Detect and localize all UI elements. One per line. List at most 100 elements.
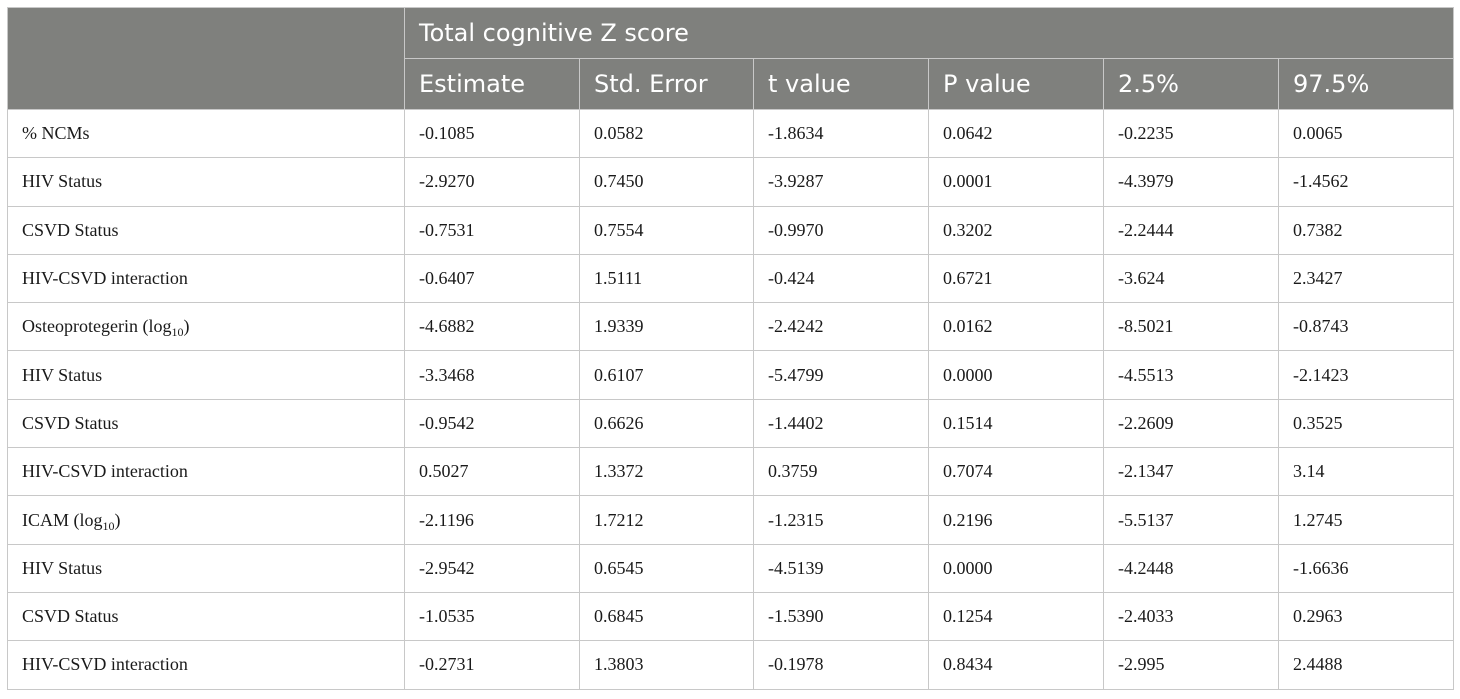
cell-p-value: 0.6721 bbox=[928, 253, 1104, 304]
column-header-t-value: t value bbox=[753, 58, 929, 110]
cell-t-value: -0.1978 bbox=[753, 640, 929, 690]
cell-estimate: -4.6882 bbox=[404, 302, 580, 352]
row-label: % NCMs bbox=[22, 123, 90, 144]
cell-t-value: 0.3759 bbox=[753, 447, 929, 497]
row-label: CSVD Status bbox=[22, 606, 119, 627]
table-row: CSVD Status -0.7531 0.7554 -0.9970 0.3202 -2.… bbox=[7, 205, 1454, 255]
cell-ci-upper: 0.7382 bbox=[1278, 205, 1454, 255]
cell-t-value: -5.4799 bbox=[753, 350, 929, 400]
cell-estimate: -2.9270 bbox=[404, 157, 580, 207]
results-table-container: Total cognitive Z score Estimate Std. Er… bbox=[7, 7, 1454, 690]
cell-p-value: 0.0642 bbox=[928, 108, 1104, 159]
table-row: ICAM (log10) -2.1196 1.7212 -1.2315 0.2196 -5… bbox=[7, 495, 1454, 545]
cell-estimate: -0.9542 bbox=[404, 398, 580, 449]
header-columns-row: Estimate Std. Error t value P value 2.5%… bbox=[8, 58, 1454, 110]
cell-std-error: 1.5111 bbox=[579, 253, 754, 304]
table-row: HIV-CSVD interaction 0.5027 1.3372 0.3759 0.… bbox=[7, 447, 1454, 497]
header-corner-cell bbox=[7, 7, 405, 110]
cell-ci-lower: -4.2448 bbox=[1103, 543, 1279, 593]
cell-ci-lower: -2.995 bbox=[1103, 640, 1279, 690]
cell-t-value: -2.4242 bbox=[753, 302, 929, 352]
row-label-suffix: ) bbox=[114, 509, 121, 530]
cell-t-value: -1.2315 bbox=[753, 495, 929, 545]
cell-ci-lower: -4.3979 bbox=[1103, 157, 1279, 207]
table-body: % NCMs -0.1085 0.0582 -1.8634 0.0642 -0.2235 0… bbox=[7, 108, 1454, 690]
cell-ci-lower: -2.4033 bbox=[1103, 591, 1279, 642]
cell-p-value: 0.0001 bbox=[928, 157, 1104, 207]
row-label-cell: Osteoprotegerin (log10) bbox=[7, 302, 405, 352]
cell-estimate: -1.0535 bbox=[404, 591, 580, 642]
cell-std-error: 1.3803 bbox=[579, 640, 754, 690]
cell-ci-upper: 1.2745 bbox=[1278, 495, 1454, 545]
row-label-cell: HIV Status bbox=[7, 350, 405, 400]
table-row: HIV Status -2.9542 0.6545 -4.5139 0.0000 -4.2… bbox=[7, 543, 1454, 593]
table-row: CSVD Status -0.9542 0.6626 -1.4402 0.1514 -2.… bbox=[7, 398, 1454, 449]
cell-ci-lower: -3.624 bbox=[1103, 253, 1279, 304]
row-label: ICAM (log bbox=[22, 509, 103, 530]
cell-ci-upper: -1.6636 bbox=[1278, 543, 1454, 593]
table-header: Total cognitive Z score Estimate Std. Er… bbox=[7, 7, 1454, 110]
cell-std-error: 1.7212 bbox=[579, 495, 754, 545]
row-label-cell: CSVD Status bbox=[7, 398, 405, 449]
cell-std-error: 0.6845 bbox=[579, 591, 754, 642]
cell-ci-upper: 0.3525 bbox=[1278, 398, 1454, 449]
row-label: HIV-CSVD interaction bbox=[22, 461, 188, 482]
row-label: HIV Status bbox=[22, 364, 103, 385]
cell-t-value: -0.9970 bbox=[753, 205, 929, 255]
column-header-ci-lower: 2.5% bbox=[1103, 58, 1279, 110]
row-label: CSVD Status bbox=[22, 219, 119, 240]
row-label: Osteoprotegerin (log bbox=[22, 316, 172, 337]
table-row: HIV-CSVD interaction -0.2731 1.3803 -0.1978… bbox=[7, 640, 1454, 690]
cell-std-error: 1.9339 bbox=[579, 302, 754, 352]
cell-std-error: 0.6626 bbox=[579, 398, 754, 449]
cell-p-value: 0.7074 bbox=[928, 447, 1104, 497]
table-row: HIV-CSVD interaction -0.6407 1.5111 -0.424 0… bbox=[7, 253, 1454, 304]
cell-std-error: 1.3372 bbox=[579, 447, 754, 497]
cell-t-value: -0.424 bbox=[753, 253, 929, 304]
row-label: CSVD Status bbox=[22, 412, 119, 433]
column-header-ci-upper: 97.5% bbox=[1278, 58, 1454, 110]
cell-p-value: 0.3202 bbox=[928, 205, 1104, 255]
row-label-cell: HIV-CSVD interaction bbox=[7, 253, 405, 304]
row-label: HIV-CSVD interaction bbox=[22, 268, 188, 289]
cell-estimate: 0.5027 bbox=[404, 447, 580, 497]
cell-ci-upper: 0.2963 bbox=[1278, 591, 1454, 642]
row-label-cell: CSVD Status bbox=[7, 591, 405, 642]
cell-t-value: -1.4402 bbox=[753, 398, 929, 449]
cell-ci-lower: -4.5513 bbox=[1103, 350, 1279, 400]
row-label-suffix: ) bbox=[183, 316, 190, 337]
cell-ci-upper: -0.8743 bbox=[1278, 302, 1454, 352]
cell-ci-upper: 0.0065 bbox=[1278, 108, 1454, 159]
column-header-p-value: P value bbox=[928, 58, 1104, 110]
cell-estimate: -0.1085 bbox=[404, 108, 580, 159]
cell-estimate: -2.1196 bbox=[404, 495, 580, 545]
row-label-cell: % NCMs bbox=[7, 108, 405, 159]
results-table: Total cognitive Z score Estimate Std. Er… bbox=[7, 7, 1454, 690]
cell-std-error: 0.6107 bbox=[579, 350, 754, 400]
cell-std-error: 0.6545 bbox=[579, 543, 754, 593]
cell-ci-upper: 2.4488 bbox=[1278, 640, 1454, 690]
row-label-cell: HIV Status bbox=[7, 543, 405, 593]
row-label: HIV-CSVD interaction bbox=[22, 654, 188, 675]
cell-ci-lower: -2.2609 bbox=[1103, 398, 1279, 449]
row-label-subscript: 10 bbox=[102, 518, 115, 533]
row-label: HIV Status bbox=[22, 557, 103, 578]
row-label-cell: HIV-CSVD interaction bbox=[7, 447, 405, 497]
cell-std-error: 0.0582 bbox=[579, 108, 754, 159]
cell-ci-lower: -5.5137 bbox=[1103, 495, 1279, 545]
cell-estimate: -3.3468 bbox=[404, 350, 580, 400]
table-row: HIV Status -2.9270 0.7450 -3.9287 0.0001 -4.3… bbox=[7, 157, 1454, 207]
cell-ci-upper: 2.3427 bbox=[1278, 253, 1454, 304]
header-group-row: Total cognitive Z score bbox=[7, 7, 1454, 110]
row-label-subscript: 10 bbox=[171, 325, 184, 340]
cell-p-value: 0.2196 bbox=[928, 495, 1104, 545]
cell-t-value: -1.8634 bbox=[753, 108, 929, 159]
cell-t-value: -3.9287 bbox=[753, 157, 929, 207]
cell-t-value: -1.5390 bbox=[753, 591, 929, 642]
table-row: % NCMs -0.1085 0.0582 -1.8634 0.0642 -0.2235 0… bbox=[7, 108, 1454, 159]
cell-ci-lower: -2.1347 bbox=[1103, 447, 1279, 497]
cell-estimate: -0.6407 bbox=[404, 253, 580, 304]
cell-estimate: -2.9542 bbox=[404, 543, 580, 593]
column-header-estimate: Estimate bbox=[404, 58, 580, 110]
cell-p-value: 0.1254 bbox=[928, 591, 1104, 642]
